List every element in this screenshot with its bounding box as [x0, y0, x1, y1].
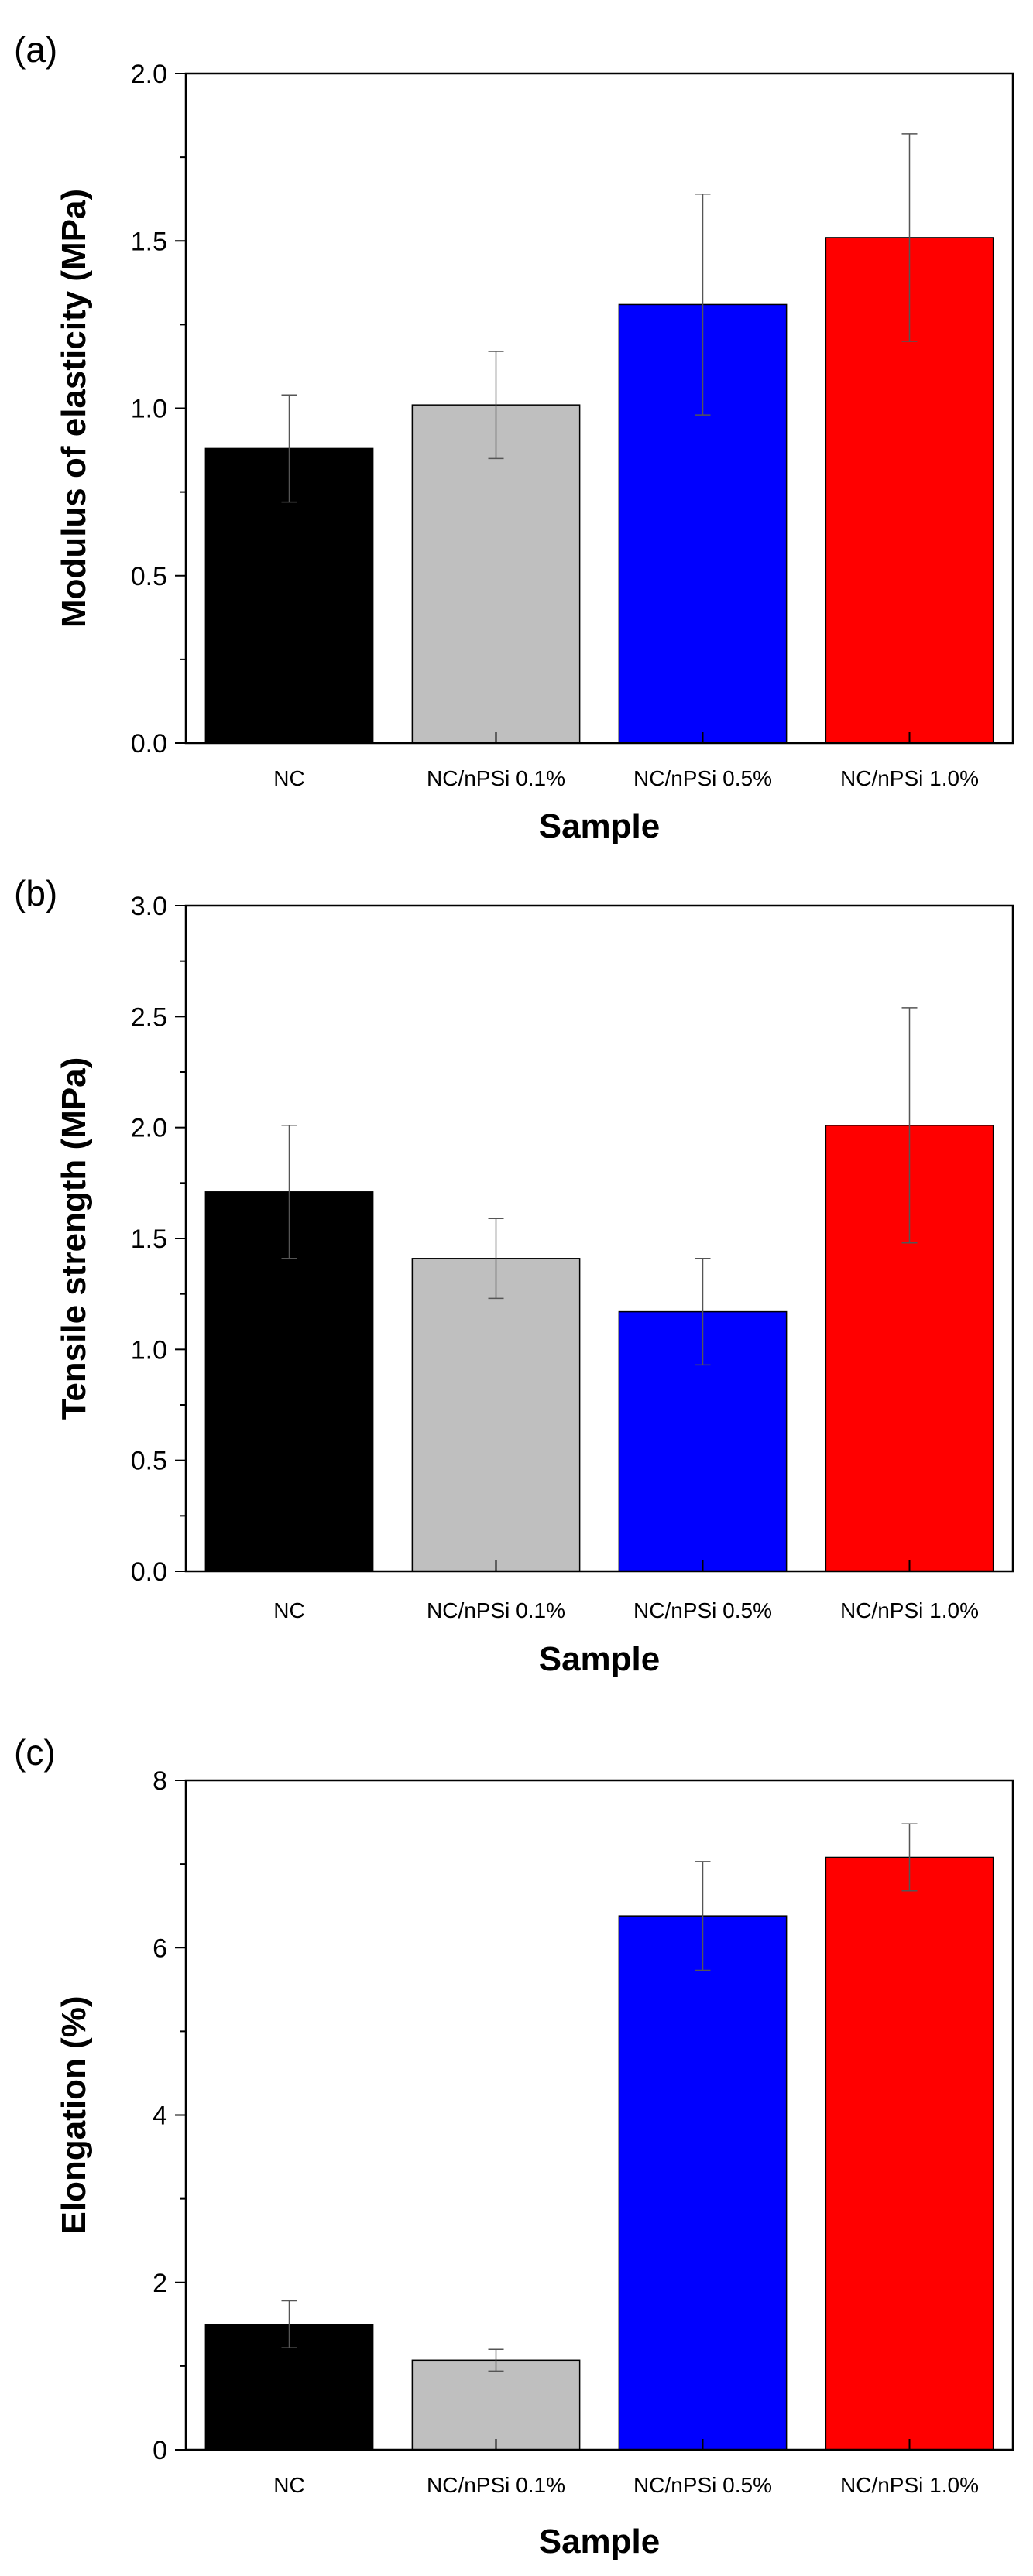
y-tick-label: 1.0: [131, 395, 167, 424]
bar: [411, 2359, 581, 2451]
x-tick-label: NC/nPSi 0.1%: [427, 2473, 565, 2497]
x-tick-label: NC/nPSi 1.0%: [840, 1598, 979, 1622]
x-axis-title: Sample: [539, 2523, 661, 2561]
y-tick-label: 0.0: [131, 1557, 167, 1587]
y-tick-label: 2.0: [131, 1114, 167, 1143]
bar: [618, 1915, 788, 2451]
bar: [411, 1258, 581, 1572]
y-tick-label: 1.0: [131, 1335, 167, 1365]
y-tick-label: 8: [153, 1766, 167, 1796]
x-tick-label: NC: [273, 766, 304, 790]
chart-panel-a: (a) NC NC/nPSi 0.1% NC/nPSi 0.5% NC/nPSi 1.0…: [14, 29, 1014, 844]
y-tick-label: 4: [153, 2102, 167, 2131]
plot-frame: [184, 904, 1014, 1573]
plot-frame: [184, 1779, 1014, 2451]
panel-label: (a): [14, 29, 57, 70]
y-tick-label: 2.0: [131, 60, 167, 89]
x-tick-label: NC/nPSi 0.5%: [633, 766, 772, 790]
x-tick-label: NC/nPSi 0.1%: [427, 766, 565, 790]
y-axis-title: Elongation (%): [55, 1996, 93, 2235]
y-tick-label: 3.0: [131, 892, 167, 921]
y-tick-label: 1.5: [131, 1225, 167, 1254]
x-tick-label: NC/nPSi 0.1%: [427, 1598, 565, 1622]
y-axis-title: Tensile strength (MPa): [55, 1057, 93, 1420]
y-tick-label: 1.5: [131, 227, 167, 256]
bar: [825, 1856, 994, 2451]
y-tick-label: 0: [153, 2436, 167, 2465]
x-tick-label: NC/nPSi 0.5%: [633, 2473, 772, 2497]
chart-panel-b: (b) NC NC/nPSi 0.1% NC/nPSi 0.5% NC/nPSi 1.0…: [14, 873, 1014, 1678]
y-tick-label: 2.5: [131, 1002, 167, 1032]
y-tick-label: 0.5: [131, 562, 167, 591]
x-tick-label: NC: [273, 1598, 304, 1622]
y-tick-label: 2: [153, 2269, 167, 2298]
x-tick-label: NC: [273, 2473, 304, 2497]
y-axis-title: Modulus of elasticity (MPa): [55, 189, 93, 628]
panel-label: (c): [14, 1732, 56, 1773]
x-tick-label: NC/nPSi 0.5%: [633, 1598, 772, 1622]
x-tick-label: NC/nPSi 1.0%: [840, 766, 979, 790]
chart-panel-c: (c) NC NC/nPSi 0.1% NC/nPSi 0.5% NC/nPSi 1.0…: [14, 1732, 1014, 2561]
y-tick-label: 0.5: [131, 1447, 167, 1476]
x-tick-label: NC/nPSi 1.0%: [840, 2473, 979, 2497]
x-axis-title: Sample: [539, 807, 661, 844]
x-axis-title: Sample: [539, 1640, 661, 1678]
panel-label: (b): [14, 873, 57, 913]
y-tick-label: 6: [153, 1934, 167, 1963]
plot-frame: [184, 72, 1014, 745]
y-tick-label: 0.0: [131, 729, 167, 759]
